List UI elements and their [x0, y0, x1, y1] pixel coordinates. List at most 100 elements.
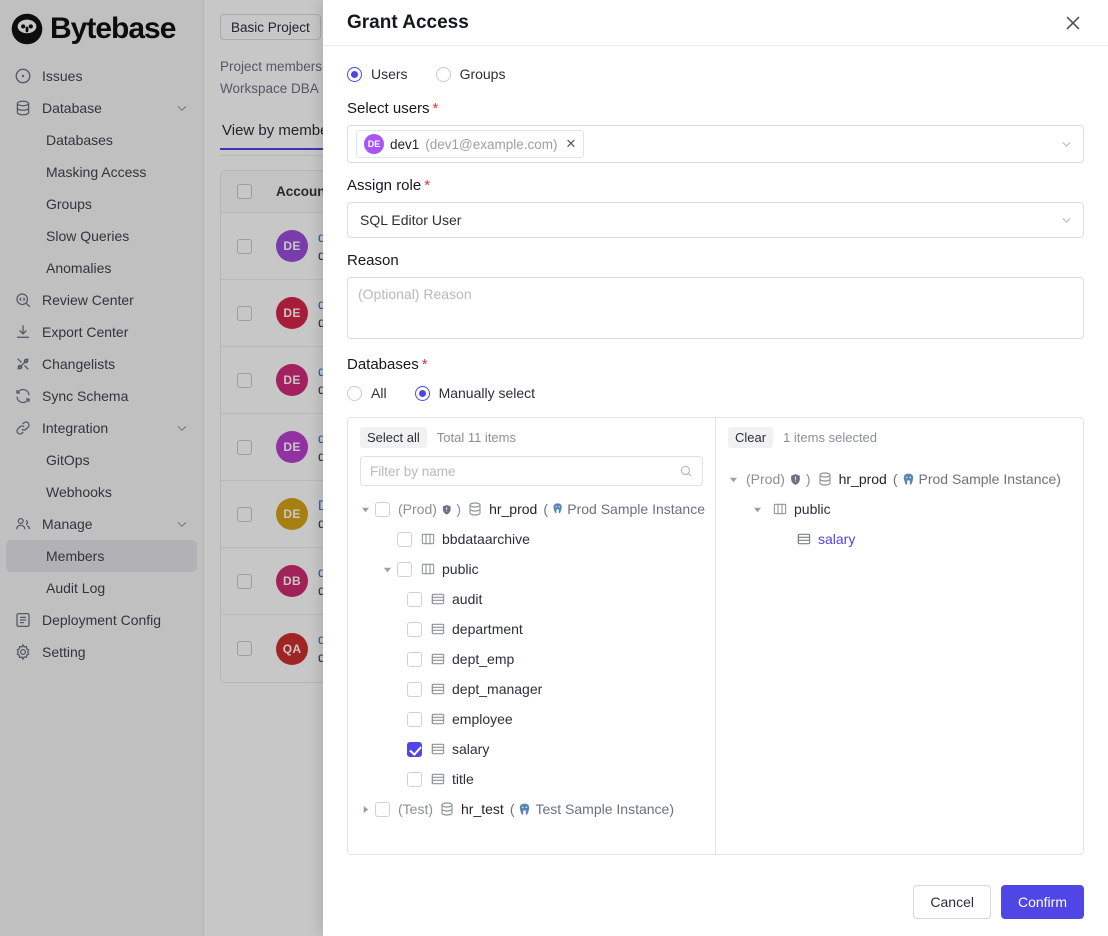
row-checkbox[interactable] [237, 305, 252, 321]
sidebar-item-audit-log[interactable]: Audit Log [6, 572, 197, 604]
tree-checkbox[interactable] [397, 531, 412, 547]
tree-checkbox[interactable] [407, 651, 422, 667]
sidebar-item-setting[interactable]: Setting [6, 636, 197, 668]
filter-input[interactable]: Filter by name [360, 456, 703, 486]
tree-node-table[interactable]: title [358, 764, 705, 794]
sidebar-item-database[interactable]: Database [6, 92, 197, 124]
tree-node-table[interactable]: salary [358, 734, 705, 764]
sidebar-item-webhooks[interactable]: Webhooks [6, 476, 197, 508]
tree-node-table[interactable]: audit [358, 584, 705, 614]
database-name: hr_prod [489, 501, 538, 517]
sidebar-item-review-center[interactable]: Review Center [6, 284, 197, 316]
review-center-icon [14, 291, 32, 309]
caret-expanded-icon[interactable] [358, 505, 372, 514]
tree-node-schema[interactable]: public [358, 554, 705, 584]
tree-node-table[interactable]: department [358, 614, 705, 644]
sidebar-item-deployment-config[interactable]: Deployment Config [6, 604, 197, 636]
modal-title: Grant Access [347, 11, 469, 33]
sidebar-item-databases[interactable]: Databases [6, 124, 197, 156]
schema-icon [420, 531, 436, 547]
total-items-label: Total 11 items [436, 429, 516, 445]
database-icon [439, 801, 455, 817]
brand-logo[interactable]: Bytebase [0, 4, 203, 60]
radio-manually-select[interactable]: Manually select [414, 385, 535, 401]
grant-access-modal: Grant Access Users Groups Select users * [323, 0, 1108, 936]
radio-users-label: Users [371, 66, 408, 82]
sidebar-item-gitops[interactable]: GitOps [6, 444, 197, 476]
assign-role-label-text: Assign role [347, 177, 422, 194]
cancel-button[interactable]: Cancel [913, 885, 991, 919]
reason-textarea[interactable] [347, 277, 1084, 339]
tree-checkbox[interactable] [375, 501, 390, 517]
tree-checkbox[interactable] [407, 711, 422, 727]
clear-button[interactable]: Clear [728, 426, 774, 448]
sidebar-item-groups[interactable]: Groups [6, 188, 197, 220]
select-users-input[interactable]: DE dev1 (dev1@example.com) ✕ [347, 125, 1084, 163]
sidebar-item-label: Slow Queries [46, 228, 130, 244]
instance-name: Prod Sample Instance [918, 471, 1057, 487]
tab-view-by-member[interactable]: View by member [220, 122, 336, 150]
sidebar-item-label: Issues [42, 68, 83, 84]
row-checkbox[interactable] [237, 573, 252, 589]
row-checkbox[interactable] [237, 238, 252, 254]
row-checkbox[interactable] [237, 641, 252, 656]
sidebar-item-manage[interactable]: Manage [6, 508, 197, 540]
tree-node-database[interactable]: (Prod) ) hr_prod ( [726, 464, 1073, 494]
sidebar-item-export-center[interactable]: Export Center [6, 316, 197, 348]
account-name[interactable]: D [318, 498, 333, 513]
tree-checkbox[interactable] [407, 741, 422, 757]
row-checkbox[interactable] [237, 506, 252, 522]
tree-checkbox[interactable] [407, 621, 422, 637]
tree-checkbox[interactable] [407, 591, 422, 607]
radio-users[interactable]: Users [347, 66, 408, 82]
caret-collapsed-icon[interactable] [358, 805, 372, 814]
select-all-button[interactable]: Select all [360, 426, 427, 448]
project-selector[interactable]: Basic Project [220, 14, 321, 40]
remove-chip-icon[interactable]: ✕ [565, 136, 577, 151]
required-asterisk: * [421, 356, 428, 373]
project-description: Project members Workspace DBA [220, 56, 1092, 100]
assign-role-select[interactable]: SQL Editor User [347, 202, 1084, 238]
tree-checkbox[interactable] [407, 771, 422, 787]
radio-groups[interactable]: Groups [435, 66, 505, 82]
table-name: audit [452, 591, 483, 607]
database-icon [817, 471, 833, 487]
radio-all-databases[interactable]: All [347, 385, 387, 401]
instance-open-paren: ( [543, 501, 548, 517]
caret-expanded-icon[interactable] [726, 475, 740, 484]
tree-node-database[interactable]: (Prod) ) hr_prod ( [358, 494, 705, 524]
assign-role-value: SQL Editor User [360, 212, 462, 228]
sidebar-item-members[interactable]: Members [6, 540, 197, 572]
tree-node-table[interactable]: employee [358, 704, 705, 734]
tree-node-database[interactable]: (Test) hr_test ( Test Sample Instance ) [358, 794, 705, 824]
tree-checkbox[interactable] [375, 801, 390, 817]
sidebar-item-masking-access[interactable]: Masking Access [6, 156, 197, 188]
caret-expanded-icon[interactable] [750, 505, 764, 514]
row-checkbox[interactable] [237, 439, 252, 455]
user-chip[interactable]: DE dev1 (dev1@example.com) ✕ [356, 130, 585, 158]
sidebar-item-issues[interactable]: Issues [6, 60, 197, 92]
caret-expanded-icon[interactable] [380, 565, 394, 574]
tree-node-schema[interactable]: public [726, 494, 1073, 524]
shield-icon [789, 473, 802, 486]
tree-node-table[interactable]: salary [726, 524, 1073, 554]
sidebar-item-label: Anomalies [46, 260, 112, 276]
confirm-button[interactable]: Confirm [1000, 885, 1084, 919]
source-toolbar: Select all Total 11 items [348, 418, 715, 456]
sidebar-item-anomalies[interactable]: Anomalies [6, 252, 197, 284]
user-chip-email: (dev1@example.com) [425, 136, 558, 152]
tree-node-table[interactable]: dept_emp [358, 644, 705, 674]
sidebar-item-integration[interactable]: Integration [6, 412, 197, 444]
sidebar-item-slow-queries[interactable]: Slow Queries [6, 220, 197, 252]
row-checkbox[interactable] [237, 372, 252, 388]
sidebar-item-sync-schema[interactable]: Sync Schema [6, 380, 197, 412]
close-icon[interactable] [1062, 12, 1084, 34]
description-line-1: Project members [220, 59, 323, 74]
sidebar-item-label: Manage [42, 516, 93, 532]
tree-node-schema[interactable]: bbdataarchive [358, 524, 705, 554]
tree-checkbox[interactable] [407, 681, 422, 697]
tree-node-table[interactable]: dept_manager [358, 674, 705, 704]
tree-checkbox[interactable] [397, 561, 412, 577]
select-all-checkbox[interactable] [237, 184, 252, 199]
sidebar-item-changelists[interactable]: Changelists [6, 348, 197, 380]
